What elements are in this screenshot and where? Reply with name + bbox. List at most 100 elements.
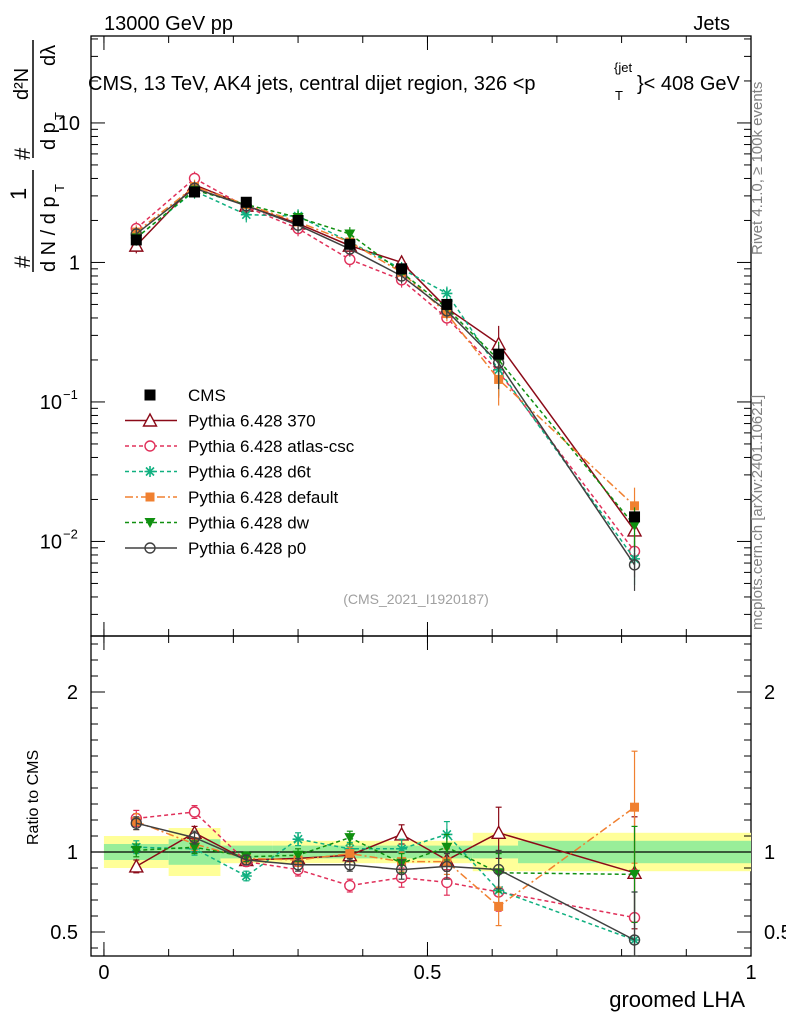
legend-entry-data: CMS [144, 386, 226, 405]
ratio-point [128, 858, 144, 873]
legend-entry-2: Pythia 6.428 atlas-csc [125, 437, 355, 456]
legend-marker [145, 492, 155, 502]
ratio-plot-frame [90, 635, 752, 957]
ratio-point [345, 849, 355, 859]
ratio-point [630, 802, 640, 812]
data-point [189, 186, 201, 198]
main-series-line [135, 185, 636, 507]
y-label-hash-1: # [10, 255, 35, 268]
ratio-point [130, 845, 142, 856]
legend-entry-3: Pythia 6.428 d6t [125, 463, 311, 482]
svg-text:dλ: dλ [38, 45, 60, 66]
data-point [240, 196, 252, 208]
legend-marker [144, 542, 156, 554]
y-label-one: 1 [6, 188, 31, 200]
y-tick-label: 10 [40, 392, 62, 414]
title-end: }< 408 GeV [637, 73, 741, 95]
x-tick-label: 0.5 [414, 962, 442, 984]
legend-marker [144, 466, 156, 477]
ratio-tick-label-right: 1 [764, 842, 775, 864]
legend-label: Pythia 6.428 atlas-csc [188, 437, 355, 456]
data-point [344, 238, 356, 250]
main-point [240, 209, 252, 221]
x-axis-label: groomed LHA [609, 987, 745, 1012]
ratio-series-layer [128, 750, 643, 957]
x-tick-label: 0 [98, 962, 109, 984]
y-tick-label: 10 [40, 531, 62, 553]
ratio-tick-label-right: 2 [764, 682, 775, 704]
legend-entry-4: Pythia 6.428 default [125, 488, 339, 507]
ratio-point [393, 826, 410, 841]
legend-label: Pythia 6.428 d6t [188, 463, 311, 482]
svg-text:T: T [52, 112, 67, 120]
main-point [629, 521, 641, 532]
data-point [396, 263, 408, 275]
legend-marker [144, 440, 156, 452]
ratio-point [292, 859, 304, 871]
ratio-point [344, 833, 356, 844]
ratio-y-axis-label: Ratio to CMS [25, 750, 42, 845]
main-point [441, 287, 453, 299]
main-point [630, 501, 640, 511]
ratio-point [188, 831, 201, 844]
legend-entry-6: Pythia 6.428 p0 [125, 539, 306, 558]
legend-entry-1: Pythia 6.428 370 [125, 412, 316, 431]
title-superscript: {jet [614, 60, 632, 75]
legend-label: Pythia 6.428 dw [188, 514, 310, 533]
energy-label: 13000 GeV pp [104, 13, 233, 35]
legend: CMS Pythia 6.428 370 Pythia 6.428 atlas-cs… [125, 386, 355, 558]
mcplots-label: mcplots.cern.ch [arXiv:2401.10621] [749, 395, 766, 630]
title-subscript: T [615, 88, 623, 103]
analysis-watermark: (CMS_2021_I1920187) [343, 591, 489, 607]
ratio-point [629, 869, 641, 880]
legend-marker [144, 389, 156, 401]
ratio-tick-label-left: 1 [67, 842, 78, 864]
ratio-point [189, 842, 201, 853]
ratio-tick-label-left: 0.5 [50, 922, 78, 944]
y-label-d2n: d²N [11, 68, 33, 100]
y-label-dn-dpt: d N / d p [38, 196, 60, 272]
data-point [493, 348, 505, 360]
legend-label: CMS [188, 386, 226, 405]
main-series-layer [128, 171, 643, 591]
ratio-point [240, 870, 252, 882]
ratio-tick-label-right: 0.5 [764, 922, 786, 944]
main-point [628, 559, 641, 571]
ratio-point [441, 860, 453, 873]
svg-text:T: T [52, 184, 67, 192]
ratio-point [292, 833, 304, 845]
ratio-point [490, 824, 507, 839]
data-point [441, 298, 453, 310]
main-series-line [135, 187, 636, 566]
title-main: CMS, 13 TeV, AK4 jets, central dijet reg… [88, 73, 536, 95]
legend-marker [144, 518, 156, 528]
data-point [629, 511, 641, 523]
rivet-version-label: Rivet 4.1.0, ≥ 100k events [749, 82, 766, 255]
ratio-point [441, 842, 453, 853]
ratio-point [292, 850, 304, 861]
main-series-line [135, 189, 636, 527]
main-y-axis-label: # 1 d N / d p T # d²N d p T dλ [6, 40, 67, 272]
ratio-tick-label-left: 2 [67, 682, 78, 704]
y-tick-label: 10 [58, 113, 80, 135]
data-point [292, 214, 304, 226]
y-tick-label: 1 [69, 252, 80, 274]
legend-label: Pythia 6.428 p0 [188, 539, 306, 558]
data-point [130, 234, 142, 246]
ratio-point [492, 863, 505, 876]
main-series-data [130, 186, 641, 523]
plot-title: CMS, 13 TeV, AK4 jets, central dijet reg… [88, 60, 741, 103]
y-tick-exponent: −1 [63, 387, 78, 402]
ratio-point [395, 863, 408, 876]
x-tick-label: 1 [745, 962, 756, 984]
legend-marker [142, 412, 158, 427]
ratio-series-6 [130, 816, 641, 957]
legend-label: Pythia 6.428 default [188, 488, 339, 507]
category-label: Jets [693, 13, 730, 35]
ratio-point [188, 806, 201, 818]
legend-label: Pythia 6.428 370 [188, 412, 316, 431]
ratio-point [240, 854, 252, 866]
ratio-point [344, 879, 356, 892]
